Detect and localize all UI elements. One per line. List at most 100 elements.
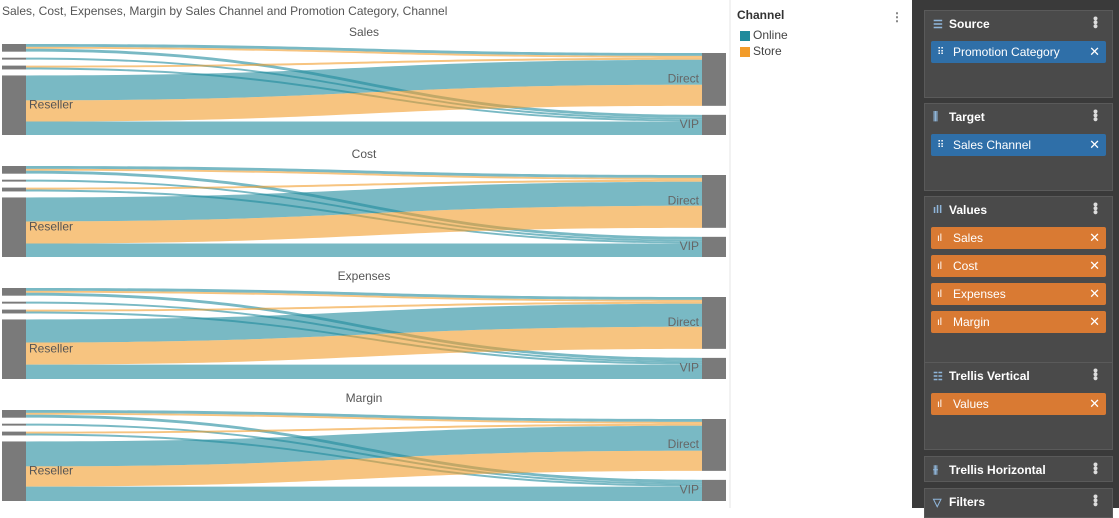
sankey-link — [26, 303, 702, 343]
section-menu[interactable]: ••• — [1088, 202, 1104, 214]
target-node — [702, 175, 726, 228]
sankey-link — [26, 486, 702, 501]
section-icon: ⫼ — [933, 110, 939, 123]
remove-button[interactable]: ✕ — [1089, 314, 1100, 329]
sankey-link — [26, 243, 702, 257]
target-node — [702, 297, 726, 349]
remove-button[interactable]: ✕ — [1089, 230, 1100, 245]
section-header: ☷ Trellis Vertical — [925, 363, 1112, 389]
target-node — [702, 357, 726, 379]
chip-icon: ıl — [937, 288, 942, 300]
field-chip[interactable]: ıl Margin ✕ — [931, 311, 1106, 333]
source-node — [2, 431, 26, 436]
sankey-link — [26, 412, 702, 424]
node-label: Reseller — [29, 219, 73, 233]
sankey-link — [26, 59, 702, 101]
sankey-link — [26, 84, 702, 122]
target-node — [702, 236, 726, 257]
sankey-link — [26, 57, 702, 68]
section-header: ▽ Filters — [925, 489, 1112, 515]
chip-icon: ıl — [937, 232, 942, 244]
source-node — [2, 57, 26, 60]
section-menu[interactable]: ••• — [1088, 16, 1104, 28]
field-chip[interactable]: ıl Values ✕ — [931, 393, 1106, 415]
sankey-link — [26, 326, 702, 365]
sankey-link — [26, 423, 702, 434]
panel-title: Margin — [346, 391, 383, 405]
target-node — [702, 419, 726, 471]
legend-swatch — [740, 31, 750, 41]
chart: Sales, Cost, Expenses, Margin by Sales C… — [2, 0, 903, 508]
target-node — [702, 53, 726, 106]
panel-section: ☷ Trellis Vertical ••• ıl Values ✕ — [924, 362, 1113, 450]
sankey-link — [26, 410, 702, 422]
source-node — [2, 301, 26, 304]
section-title: Source — [949, 17, 990, 31]
section-title: Trellis Horizontal — [949, 463, 1046, 477]
chip-icon: ıl — [937, 316, 942, 328]
remove-button[interactable]: ✕ — [1089, 258, 1100, 273]
section-header: ıll Values — [925, 197, 1112, 223]
source-node — [2, 423, 26, 426]
section-icon: ▽ — [933, 496, 942, 509]
field-chip[interactable]: ıl Cost ✕ — [931, 255, 1106, 277]
target-node — [702, 114, 726, 135]
node-label: VIP — [680, 117, 699, 131]
section-title: Trellis Vertical — [949, 369, 1030, 383]
legend-label: Online — [753, 28, 788, 42]
section-icon: ☰ — [933, 18, 943, 31]
field-chip[interactable]: ıl Sales ✕ — [931, 227, 1106, 249]
source-node — [2, 441, 26, 501]
section-menu[interactable]: ••• — [1088, 462, 1104, 474]
sankey-link — [26, 168, 702, 180]
source-node — [2, 288, 26, 296]
node-label: Direct — [668, 315, 700, 329]
sankey-link — [26, 121, 702, 135]
sankey-link — [26, 364, 702, 379]
remove-button[interactable]: ✕ — [1089, 137, 1100, 152]
field-chip[interactable]: ıl Expenses ✕ — [931, 283, 1106, 305]
remove-button[interactable]: ✕ — [1089, 44, 1100, 59]
section-menu[interactable]: ••• — [1088, 494, 1104, 506]
sankey-link — [26, 288, 702, 300]
source-node — [2, 166, 26, 174]
sankey-link — [26, 166, 702, 178]
remove-button[interactable]: ✕ — [1089, 396, 1100, 411]
node-label: VIP — [680, 361, 699, 375]
field-chip[interactable]: ⠿ Sales Channel ✕ — [931, 134, 1106, 156]
chip-label: Sales — [953, 231, 984, 245]
field-chip[interactable]: ⠿ Promotion Category ✕ — [931, 41, 1106, 63]
menu-dots[interactable]: ⋮ — [891, 10, 903, 24]
sankey-link — [26, 44, 702, 56]
target-node — [702, 479, 726, 501]
section-title: Values — [949, 203, 988, 217]
chip-label: Values — [953, 397, 989, 411]
sankey-link — [26, 179, 702, 190]
section-menu[interactable]: ••• — [1088, 368, 1104, 380]
chip-label: Margin — [953, 315, 990, 329]
source-node — [2, 197, 26, 257]
field-panel: ☰ Source ••• ⠿ Promotion Category ✕ ⫼ Target •••… — [912, 0, 1119, 518]
source-node — [2, 44, 26, 52]
panel-section: ☰ Source ••• ⠿ Promotion Category ✕ — [924, 10, 1113, 98]
panel-title: Expenses — [338, 269, 391, 283]
source-node — [2, 309, 26, 314]
sankey-link — [26, 181, 702, 222]
section-header: ⫵ Trellis Horizontal — [925, 457, 1112, 483]
source-node — [2, 319, 26, 379]
chip-icon: ıl — [937, 398, 942, 410]
section-header: ⫼ Target — [925, 104, 1112, 130]
section-icon: ıll — [933, 204, 943, 216]
source-node — [2, 410, 26, 418]
panel-section: ▽ Filters ••• — [924, 488, 1113, 518]
panel-title: Sales — [349, 25, 379, 39]
chip-icon: ⠿ — [937, 139, 945, 151]
remove-button[interactable]: ✕ — [1089, 286, 1100, 301]
source-node — [2, 179, 26, 182]
sankey-link — [26, 425, 702, 467]
chip-icon: ıl — [937, 260, 942, 272]
legend-swatch — [740, 47, 750, 57]
node-label: VIP — [680, 239, 699, 253]
sankey-link — [26, 205, 702, 244]
section-menu[interactable]: ••• — [1088, 109, 1104, 121]
